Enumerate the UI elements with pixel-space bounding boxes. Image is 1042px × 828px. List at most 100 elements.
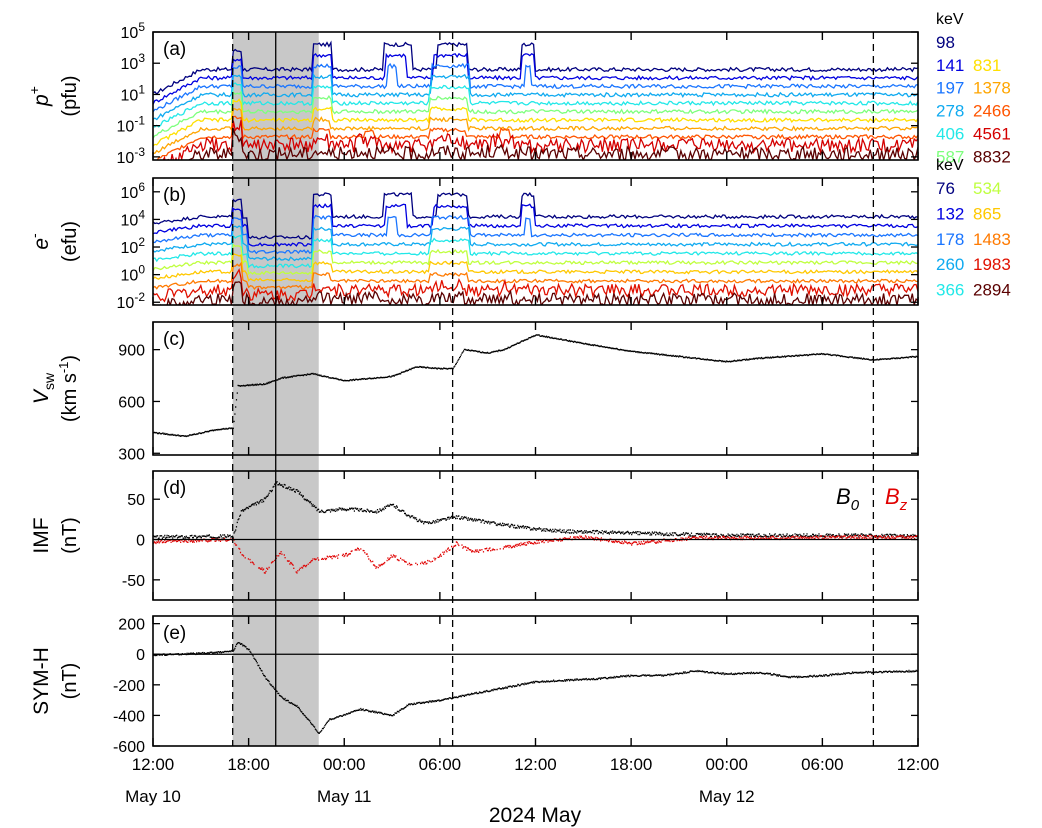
panel-d-legend-item: Bz <box>885 484 908 514</box>
panel-a-label: (a) <box>163 39 186 60</box>
panel-a-legend-item: 98 <box>936 33 955 52</box>
panel-a-series-587 <box>153 90 918 139</box>
panel-b-ytick-label: 102 <box>121 235 146 257</box>
svg-text:(km s-1): (km s-1) <box>56 355 81 422</box>
x-axis-title: 2024 May <box>489 804 582 827</box>
panel-c-ytick-label: 300 <box>118 446 145 463</box>
date-label: May 11 <box>317 787 372 806</box>
svg-text:IMF: IMF <box>30 517 53 553</box>
panel-b-legend-item: 76 <box>936 179 955 198</box>
labels-layer: 105 103 101 10-1 10-3 (a) p+ (pfu) keV 98 141 197 27… <box>26 11 1011 827</box>
panel-b-series-1483 <box>153 261 918 291</box>
xtick-label: 18:00 <box>227 755 270 774</box>
panel-a-legend-item: 278 <box>936 102 964 121</box>
panel-d-ytick-label: 0 <box>136 533 145 550</box>
panel-d-legend-item: B0 <box>836 484 860 514</box>
panel-a-legend-item: 1378 <box>973 79 1011 98</box>
panel-a-series-831 <box>153 98 918 147</box>
panel-a-ytick-label: 10-3 <box>117 145 146 167</box>
panel-c-ylabel: Vsw (km s-1) <box>30 355 81 422</box>
panel-a-series-278 <box>153 72 918 121</box>
panel-a-series-4561 <box>160 120 918 160</box>
panel-e-label: (e) <box>163 623 186 644</box>
panel-b-series-76 <box>153 191 918 240</box>
panel-b-legend-item: 178 <box>936 230 964 249</box>
panel-d-ylabel: IMF (nT) <box>30 517 81 554</box>
panel-a-ytick-label: 101 <box>121 82 146 104</box>
panel-b-series-260 <box>153 225 918 262</box>
panel-b-legend-item: 865 <box>973 204 1001 223</box>
panel-b-series-2894 <box>154 281 918 305</box>
panel-a-ytick-label: 10-1 <box>117 114 146 136</box>
panel-e-ytick-label: 200 <box>118 617 145 634</box>
panel-b-legend-header: keV <box>936 157 964 174</box>
panel-a-plot-area <box>153 40 918 160</box>
panel-d-ytick-label: 50 <box>127 492 145 509</box>
panel-a-ytick-label: 105 <box>121 20 146 42</box>
panel-e-ytick-label: -600 <box>113 739 145 756</box>
panel-d-ytick-label: -50 <box>122 573 145 590</box>
xtick-label: 12:00 <box>897 755 940 774</box>
panel-b-legend-item: 534 <box>973 179 1001 198</box>
panel-b-legend-item: 1483 <box>973 230 1011 249</box>
panel-e-ylabel: SYM-H (nT) <box>30 647 81 715</box>
panel-b-ylabel: e- (efu) <box>26 221 81 262</box>
panel-b-ytick-label: 104 <box>121 207 146 229</box>
panel-a-series-406 <box>153 82 918 128</box>
panel-c-ytick-label: 900 <box>118 343 145 360</box>
svg-text:(efu): (efu) <box>59 221 81 262</box>
panel-a-series-8832 <box>181 128 918 160</box>
panel-a-legend-item: 197 <box>936 79 964 98</box>
panel-a-legend-item: 406 <box>936 124 964 143</box>
svg-text:p+: p+ <box>26 86 53 107</box>
panel-b-legend-item: 2894 <box>973 281 1011 300</box>
panel-a-legend-item: 587 <box>936 147 964 166</box>
panel-b-series-865 <box>153 252 918 283</box>
panel-a-series-197 <box>153 62 918 113</box>
panel-a-series-1378 <box>153 107 918 154</box>
date-label: May 10 <box>125 787 181 806</box>
xtick-label: 12:00 <box>132 755 175 774</box>
svg-text:(nT): (nT) <box>59 517 81 554</box>
xtick-label: 18:00 <box>610 755 653 774</box>
svg-text:Vsw: Vsw <box>30 372 57 404</box>
panel-b-plot-area <box>153 191 918 305</box>
panel-a-series-2466 <box>156 115 918 160</box>
panel-a-series-141 <box>153 52 918 105</box>
panel-b-label: (b) <box>163 185 186 206</box>
panel-b-legend-item: 260 <box>936 255 964 274</box>
panel-b-ytick-label: 10-2 <box>117 290 146 312</box>
panel-b-ytick-label: 100 <box>121 263 146 285</box>
xtick-label: 12:00 <box>514 755 557 774</box>
panel-b-series-534 <box>153 243 918 276</box>
event-lines-layer <box>232 32 875 746</box>
panel-a-ytick-label: 103 <box>121 51 146 73</box>
data-series-layer <box>153 40 918 734</box>
xtick-label: 00:00 <box>323 755 366 774</box>
svg-text:e-: e- <box>26 233 53 250</box>
panel-b-series-1983 <box>153 267 918 303</box>
panel-a-legend-item: 8832 <box>973 147 1011 166</box>
panel-d-label: (d) <box>163 478 186 499</box>
panel-a-ylabel: p+ (pfu) <box>26 75 81 116</box>
panel-e-ytick-label: 0 <box>136 647 145 664</box>
xtick-label: 06:00 <box>419 755 462 774</box>
panel-c-ytick-label: 600 <box>118 394 145 411</box>
panel-a-legend-item: 141 <box>936 56 964 75</box>
panel-b-ytick-label: 106 <box>121 180 146 202</box>
panel-e-ytick-label: -400 <box>113 708 145 725</box>
panel-a-legend-item: 4561 <box>973 124 1011 143</box>
axes-layer <box>152 31 919 747</box>
panel-e-ytick-label: -200 <box>113 678 145 695</box>
panel-b-series-366 <box>153 234 918 269</box>
date-label: May 12 <box>699 787 755 806</box>
xtick-label: 00:00 <box>705 755 748 774</box>
svg-text:(pfu): (pfu) <box>59 75 81 116</box>
svg-text:SYM-H: SYM-H <box>30 647 53 715</box>
panel-a-legend-item: 831 <box>973 56 1001 75</box>
panel-b-series-178 <box>153 214 918 255</box>
panel-b-series-132 <box>153 202 918 247</box>
panel-b-legend-item: 1983 <box>973 255 1011 274</box>
panel-a-legend-header: keV <box>936 11 964 28</box>
